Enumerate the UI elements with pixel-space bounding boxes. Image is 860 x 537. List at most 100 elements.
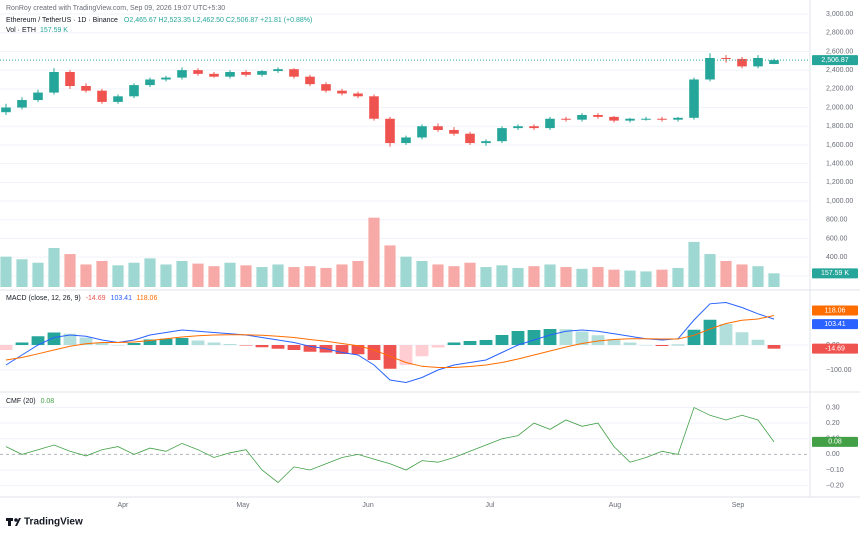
volume-legend: Vol · ETH 157.59 K — [6, 27, 68, 34]
candle-body — [97, 90, 107, 102]
candle-body — [449, 129, 459, 134]
macd-line-last: 103.41 — [111, 295, 133, 302]
axis-value-box — [812, 436, 858, 447]
macd-signal-box: 118.06 — [825, 307, 846, 314]
volume-bar — [720, 261, 732, 287]
volume-bar — [320, 267, 332, 287]
y-tick-label: −0.20 — [826, 482, 844, 489]
macd-histogram-bar — [479, 340, 493, 345]
volume-bar — [48, 248, 60, 287]
candle-body — [689, 79, 699, 118]
volume-last: 157.59 K — [40, 27, 68, 34]
candle-body — [417, 126, 427, 138]
macd-histogram-bar — [111, 345, 125, 346]
macd-histogram-bar — [607, 339, 621, 345]
volume-bar — [96, 261, 108, 287]
y-tick-label: −100.00 — [826, 367, 852, 374]
macd-histogram-bar — [47, 332, 61, 345]
candle-body — [561, 118, 571, 120]
axis-value-box — [812, 55, 858, 66]
macd-histogram-bar — [751, 339, 765, 345]
volume-bar — [448, 266, 460, 287]
volume-bar — [688, 241, 700, 287]
macd-histogram-bar — [95, 342, 109, 345]
volume-bar — [672, 267, 684, 287]
candle-body — [737, 58, 747, 67]
volume-bar — [752, 266, 764, 287]
macd-histogram-bar — [287, 345, 301, 350]
cmf-last-box: 0.08 — [828, 439, 842, 446]
y-tick-label: 800.00 — [826, 217, 848, 224]
cmf-last: 0.08 — [41, 398, 55, 405]
y-tick-label: 1,200.00 — [826, 179, 853, 186]
macd-histogram-bar — [575, 331, 589, 345]
candle-body — [721, 57, 731, 59]
volume-bar — [592, 267, 604, 287]
macd-signal-last: 118.06 — [136, 295, 157, 302]
macd-histogram-bar — [623, 342, 637, 345]
volume-bar — [736, 264, 748, 287]
candle-body — [49, 71, 59, 93]
macd-histogram-bar — [687, 329, 701, 345]
logo-slash — [15, 518, 21, 526]
y-tick-label: 2,600.00 — [826, 48, 853, 55]
volume-bar — [288, 267, 300, 287]
macd-histogram-bar — [655, 345, 669, 346]
volume-bar — [640, 271, 652, 287]
candle-body — [273, 69, 283, 72]
last-price-label: 2,506.87 — [821, 57, 848, 64]
y-tick-label: 2,800.00 — [826, 30, 853, 37]
candle-body — [433, 126, 443, 130]
macd-histogram-bar — [0, 345, 13, 350]
candle-body — [33, 92, 43, 101]
symbol: Ethereum / TetherUS · 1D · Binance — [6, 17, 118, 24]
macd-histogram-bar — [639, 345, 653, 346]
macd-histogram-bar — [271, 345, 285, 349]
macd-histogram-bar — [79, 337, 93, 345]
volume-bar — [560, 267, 572, 287]
volume-bar — [304, 266, 316, 287]
macd-title: MACD (close, 12, 26, 9) — [6, 295, 81, 302]
x-tick-label: Jun — [362, 502, 373, 509]
volume-bar — [528, 266, 540, 287]
y-tick-label: 2,400.00 — [826, 67, 853, 74]
macd-hist-last: -14.69 — [86, 295, 106, 302]
x-tick-label: Jul — [486, 502, 495, 509]
volume-bar — [240, 265, 252, 287]
volume-bar — [224, 262, 236, 287]
macd-histogram-bar — [31, 336, 45, 345]
y-tick-label: 1,800.00 — [826, 123, 853, 130]
macd-histogram-bar — [447, 342, 461, 345]
candle-body — [225, 71, 235, 77]
volume-bar — [112, 265, 124, 287]
x-tick-label: Apr — [118, 502, 130, 509]
candle-body — [465, 133, 475, 144]
axis-value-box — [812, 319, 858, 330]
macd-histogram-bar — [735, 332, 749, 345]
candle-body — [65, 71, 75, 87]
y-tick-label: −0.10 — [826, 467, 844, 474]
macd-histogram-bar — [351, 345, 365, 355]
volume-bar — [768, 273, 780, 287]
y-tick-label: 600.00 — [826, 235, 848, 242]
volume-bar — [416, 261, 428, 287]
volume-bar — [128, 262, 140, 287]
candle-body — [321, 84, 331, 91]
y-tick-label: 3,000.00 — [826, 11, 853, 18]
macd-histogram-bar — [511, 331, 525, 345]
volume-title: Vol · ETH — [6, 27, 36, 34]
y-tick-label: 400.00 — [826, 254, 848, 261]
candle-body — [17, 100, 27, 108]
volume-bar — [256, 267, 268, 287]
axis-value-box — [812, 343, 858, 354]
candle-body — [625, 118, 635, 121]
candle-body — [593, 115, 603, 117]
candle-body — [81, 86, 91, 91]
candle-body — [193, 70, 203, 74]
candle-body — [257, 71, 267, 75]
macd-histogram-bar — [703, 319, 717, 345]
candle-body — [513, 126, 523, 129]
volume-bar — [656, 269, 668, 287]
volume-bar — [64, 254, 76, 287]
